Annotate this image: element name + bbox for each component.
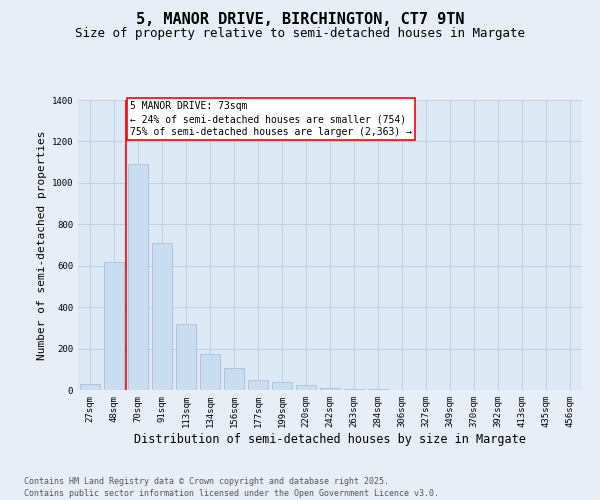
Bar (344, 388, 364, 390)
Bar (224, 368, 244, 390)
Bar (368, 389, 388, 390)
Bar (296, 386, 316, 390)
Text: Contains HM Land Registry data © Crown copyright and database right 2025.: Contains HM Land Registry data © Crown c… (24, 478, 389, 486)
Bar (80, 384, 100, 390)
Text: 5, MANOR DRIVE, BIRCHINGTON, CT7 9TN: 5, MANOR DRIVE, BIRCHINGTON, CT7 9TN (136, 12, 464, 28)
Bar (104, 262, 124, 390)
Bar (272, 382, 292, 390)
Bar (200, 354, 220, 390)
Bar (152, 243, 172, 390)
X-axis label: Distribution of semi-detached houses by size in Margate: Distribution of semi-detached houses by … (134, 432, 526, 446)
Y-axis label: Number of semi-detached properties: Number of semi-detached properties (37, 130, 47, 360)
Bar (176, 324, 196, 390)
Text: 5 MANOR DRIVE: 73sqm
← 24% of semi-detached houses are smaller (754)
75% of semi: 5 MANOR DRIVE: 73sqm ← 24% of semi-detac… (130, 101, 412, 138)
Bar (320, 388, 340, 390)
Bar (248, 380, 268, 390)
Text: Contains public sector information licensed under the Open Government Licence v3: Contains public sector information licen… (24, 489, 439, 498)
Bar (128, 164, 148, 390)
Text: Size of property relative to semi-detached houses in Margate: Size of property relative to semi-detach… (75, 28, 525, 40)
